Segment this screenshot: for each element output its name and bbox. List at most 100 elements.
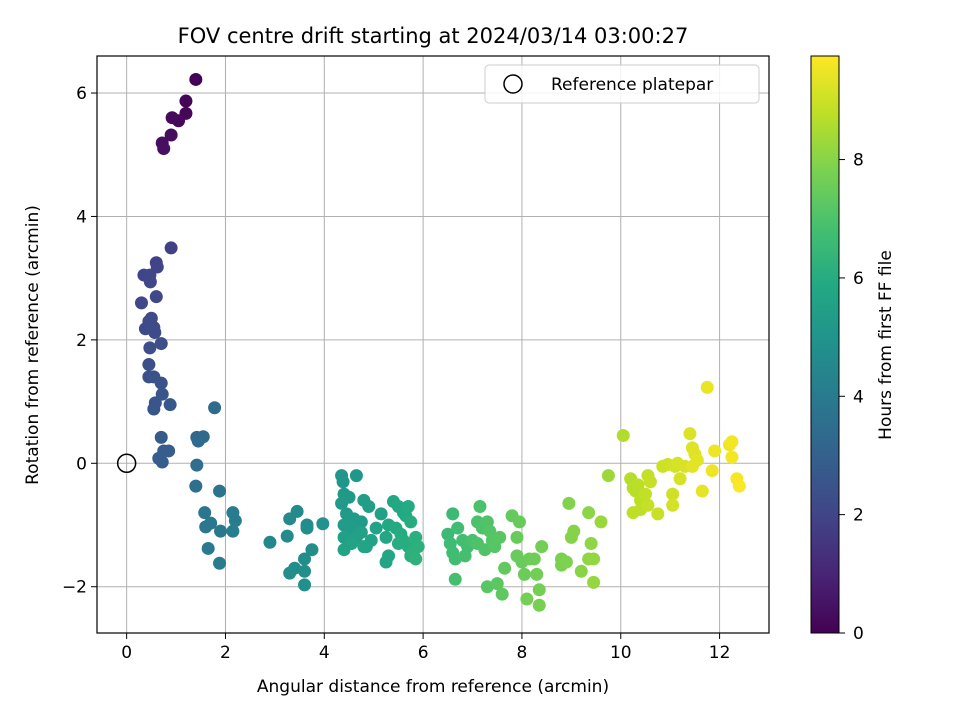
- scatter-point: [349, 469, 363, 483]
- x-tick-label: 0: [121, 643, 132, 663]
- scatter-point: [480, 580, 494, 594]
- scatter-point: [673, 472, 687, 486]
- x-axis-ticks: 0 2 4 6 8 10 12: [121, 633, 730, 663]
- x-tick-label: 6: [418, 643, 429, 663]
- scatter-point: [641, 498, 655, 512]
- scatter-point: [601, 469, 615, 483]
- scatter-point: [401, 499, 415, 513]
- colorbar-tick-label: 4: [853, 387, 864, 407]
- scatter-point: [584, 537, 598, 551]
- scatter-point: [201, 541, 215, 555]
- scatter-point: [214, 524, 228, 538]
- scatter-point: [683, 427, 697, 441]
- scatter-point: [379, 530, 393, 544]
- scatter-point: [155, 455, 169, 469]
- y-tick-label: 2: [76, 331, 87, 351]
- scatter-point: [298, 578, 312, 592]
- scatter-point: [300, 521, 314, 535]
- y-tick-label: −2: [62, 578, 87, 598]
- scatter-point: [198, 506, 212, 520]
- colorbar: 0 2 4 6 8 Hours from first FF file: [810, 55, 896, 644]
- scatter-point: [616, 429, 630, 443]
- plot-frame: [96, 55, 770, 634]
- scatter-point: [510, 530, 524, 544]
- scatter-point: [638, 487, 652, 501]
- colorbar-label: Hours from first FF file: [876, 250, 896, 440]
- legend-label: Reference platepar: [551, 75, 713, 95]
- colorbar-frame: [810, 55, 840, 634]
- data-points: [134, 72, 746, 612]
- scatter-point: [189, 479, 203, 493]
- scatter-point: [498, 561, 512, 575]
- scatter-point: [148, 325, 162, 339]
- scatter-point: [280, 529, 294, 543]
- scatter-point: [143, 275, 157, 289]
- scatter-point: [594, 515, 608, 529]
- scatter-point: [336, 475, 350, 489]
- scatter-point: [143, 341, 157, 355]
- scatter-point: [587, 552, 601, 566]
- grid-lines: [97, 56, 769, 633]
- scatter-point: [344, 537, 358, 551]
- scatter-point: [213, 556, 227, 570]
- scatter-point: [532, 598, 546, 612]
- y-tick-label: 6: [76, 84, 87, 104]
- scatter-point: [495, 587, 509, 601]
- scatter-point: [451, 521, 465, 535]
- scatter-point: [362, 499, 376, 513]
- scatter-point: [527, 552, 541, 566]
- y-axis-ticks: −2 0 2 4 6: [62, 84, 97, 598]
- scatter-point: [189, 72, 203, 86]
- scatter-point: [582, 506, 596, 520]
- scatter-point: [535, 540, 549, 554]
- scatter-point: [643, 475, 657, 489]
- scatter-point: [357, 540, 371, 554]
- scatter-point: [651, 507, 665, 521]
- scatter-point: [448, 572, 462, 586]
- scatter-point: [226, 524, 240, 538]
- scatter-point: [666, 487, 680, 501]
- x-axis-label: Angular distance from reference (arcmin): [257, 677, 609, 697]
- scatter-point: [631, 478, 645, 492]
- scatter-point: [208, 401, 222, 415]
- scatter-point: [298, 564, 312, 578]
- scatter-point: [316, 517, 330, 531]
- scatter-point: [374, 507, 388, 521]
- colorbar-gradient: [811, 56, 839, 633]
- scatter-point: [685, 459, 699, 473]
- scatter-point: [587, 575, 601, 589]
- scatter-point: [725, 435, 739, 449]
- scatter-point: [458, 549, 472, 563]
- scatter-point: [409, 552, 423, 566]
- scatter-point: [446, 507, 460, 521]
- scatter-point: [732, 479, 746, 493]
- scatter-point: [369, 521, 383, 535]
- y-tick-label: 0: [76, 454, 87, 474]
- scatter-point: [213, 484, 227, 498]
- scatter-point: [700, 380, 714, 394]
- scatter-point: [574, 564, 588, 578]
- scatter-point: [391, 537, 405, 551]
- scatter-point: [517, 567, 531, 581]
- scatter-point: [708, 444, 722, 458]
- x-tick-label: 4: [319, 643, 330, 663]
- chart-title: FOV centre drift starting at 2024/03/14 …: [178, 24, 689, 48]
- scatter-point: [666, 498, 680, 512]
- scatter-point: [155, 387, 169, 401]
- scatter-point: [179, 94, 193, 108]
- scatter-point: [705, 464, 719, 478]
- scatter-point: [448, 552, 462, 566]
- scatter-point: [298, 552, 312, 566]
- scatter-point: [290, 504, 304, 518]
- scatter-point: [490, 577, 504, 591]
- scatter-point: [512, 515, 526, 529]
- legend-box: [484, 64, 760, 104]
- colorbar-tick-label: 0: [853, 624, 864, 644]
- scatter-point: [382, 549, 396, 563]
- x-tick-label: 2: [220, 643, 231, 663]
- scatter-point: [163, 398, 177, 412]
- scatter-point: [157, 142, 171, 156]
- scatter-point: [354, 515, 368, 529]
